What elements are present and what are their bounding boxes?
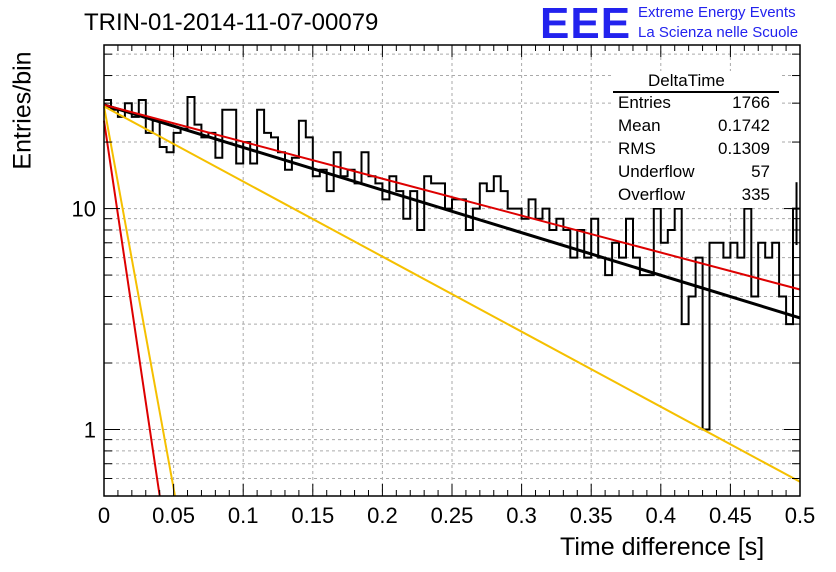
x-tick-label: 0.3	[506, 503, 537, 528]
logo-mark: EEE	[540, 0, 632, 48]
x-tick-label: 0.05	[152, 503, 195, 528]
axes	[103, 44, 801, 497]
fit-line	[103, 106, 176, 497]
y-tick-label: 10	[72, 197, 96, 222]
logo: EEE Extreme Energy Events La Scienza nel…	[540, 2, 832, 46]
stats-label: Entries	[618, 93, 671, 112]
x-tick-label: 0.5	[785, 503, 816, 528]
stats-label: Underflow	[618, 162, 695, 181]
stats-title: DeltaTime	[648, 71, 725, 90]
stats-value: 335	[741, 185, 770, 204]
histogram-outline	[104, 96, 800, 431]
logo-line2: La Scienza nelle Scuole	[638, 24, 799, 41]
stats-value: 0.1742	[718, 116, 770, 135]
fit-line	[103, 120, 161, 497]
stats-value: 57	[751, 162, 770, 181]
y-tick-label: 1	[84, 417, 96, 442]
stats-divider	[613, 91, 779, 93]
x-tick-label: 0.15	[291, 503, 334, 528]
x-tick-label: 0.4	[646, 503, 677, 528]
tick-labels: 0 0.05 0.1 0.15 0.2 0.25 0.3 0.35 0.4 0.45 0.5 1 10	[72, 197, 816, 528]
x-axis-label: Time difference [s]	[560, 533, 765, 561]
logo-line1: Extreme Energy Events	[638, 4, 796, 21]
fit-line	[103, 103, 801, 291]
stats-label: RMS	[618, 139, 656, 158]
x-tick-label: 0.25	[431, 503, 474, 528]
stats-box: DeltaTime Entries 1766 Mean 0.1742 RMS 0…	[613, 71, 781, 208]
x-tick-label: 0	[98, 503, 110, 528]
stats-label: Overflow	[618, 185, 686, 204]
stats-value: 0.1309	[718, 139, 770, 158]
fit-line	[103, 103, 801, 320]
fit-line	[103, 105, 801, 483]
stats-value: 1766	[732, 93, 770, 112]
x-tick-label: 0.1	[228, 503, 259, 528]
x-tick-label: 0.45	[709, 503, 752, 528]
histogram	[104, 96, 800, 431]
y-axis-label: Entries/bin	[8, 51, 37, 170]
stats-label: Mean	[618, 116, 661, 135]
fit-lines	[103, 103, 801, 497]
chart-title: TRIN-01-2014-11-07-00079	[84, 9, 379, 36]
x-tick-label: 0.35	[570, 503, 613, 528]
x-tick-label: 0.2	[367, 503, 398, 528]
